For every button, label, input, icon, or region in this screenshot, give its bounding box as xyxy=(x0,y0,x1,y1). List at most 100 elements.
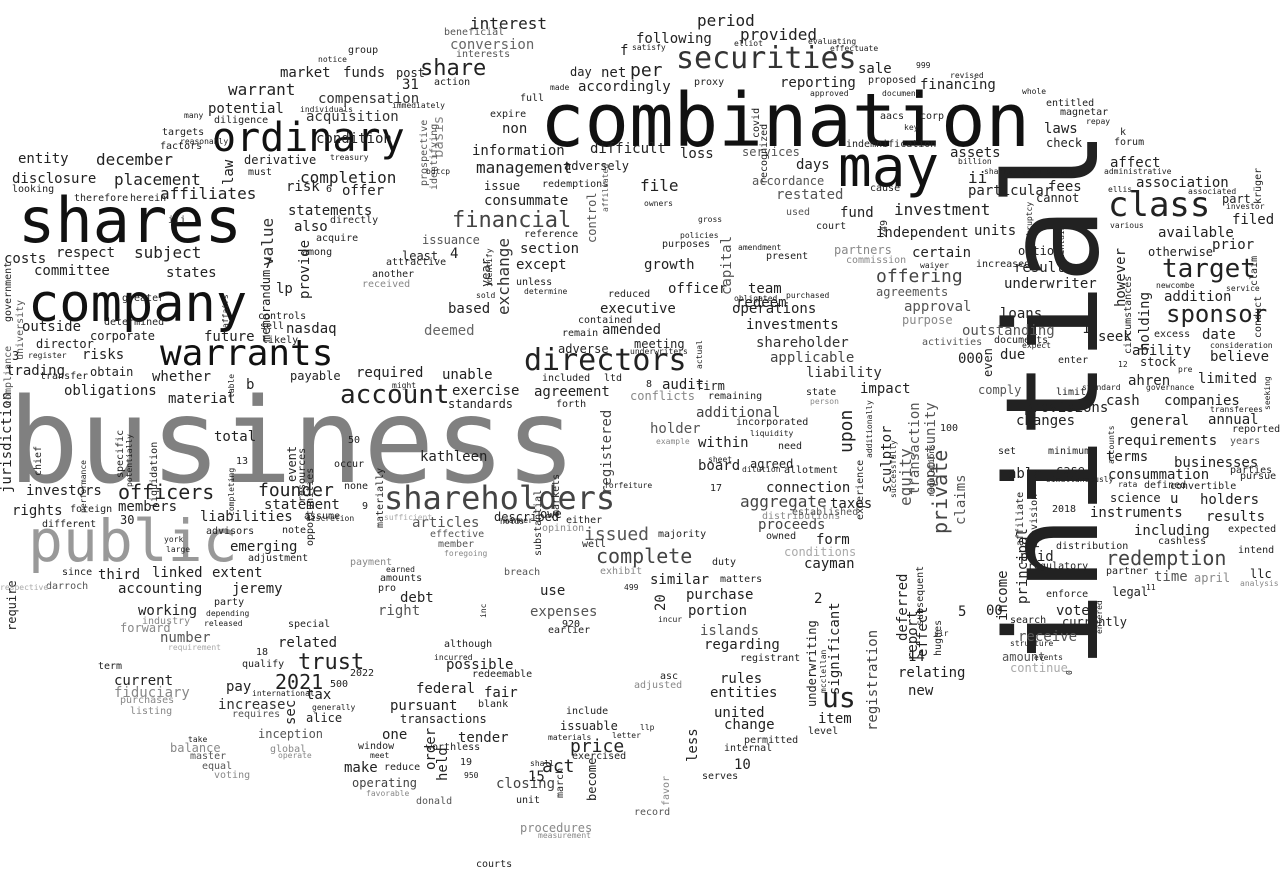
cloud-word: voting xyxy=(214,770,251,781)
cloud-word: 2022 xyxy=(350,668,375,679)
cloud-word: available xyxy=(1158,225,1234,241)
cloud-word: affiliates xyxy=(160,184,257,203)
cloud-word: determine xyxy=(524,287,568,296)
cloud-word: investments xyxy=(746,317,839,333)
cloud-word: complete xyxy=(596,544,693,568)
cloud-word: director xyxy=(36,337,94,351)
cloud-word: sell xyxy=(260,321,285,332)
cloud-word: affect xyxy=(1110,155,1161,171)
cloud-word: 30 xyxy=(120,513,135,527)
cloud-word: 15 xyxy=(528,769,545,785)
cloud-word: reference xyxy=(524,229,579,240)
cloud-word: day xyxy=(570,65,592,79)
cloud-word: reduce xyxy=(384,762,421,773)
cloud-word: purchased xyxy=(786,291,830,300)
cloud-word: affairs xyxy=(221,294,230,328)
cloud-word: 11 xyxy=(1146,583,1156,592)
cloud-word: proxy xyxy=(694,77,725,88)
cloud-word: years xyxy=(1230,436,1261,447)
cloud-word: laws xyxy=(1044,121,1078,137)
cloud-word: respective xyxy=(0,583,49,592)
cloud-word: global xyxy=(270,744,307,755)
cloud-word: satisfy xyxy=(632,43,666,52)
cloud-word: shareholder xyxy=(756,335,849,351)
cloud-word: price xyxy=(570,736,625,757)
cloud-word: reported xyxy=(1232,424,1280,435)
cloud-word: ahren xyxy=(1128,373,1171,389)
cloud-word: warrant xyxy=(228,80,296,99)
cloud-word: sale xyxy=(858,61,892,77)
cloud-word: states xyxy=(166,265,217,281)
cloud-word: receive xyxy=(1018,629,1078,645)
cloud-word: law xyxy=(221,159,237,185)
cloud-word: capital xyxy=(719,235,735,295)
cloud-word: total xyxy=(214,429,257,445)
cloud-word: general xyxy=(1130,413,1190,429)
cloud-word: expire xyxy=(490,109,527,120)
cloud-word: acquire xyxy=(316,233,359,244)
cloud-word: adversely xyxy=(564,159,630,173)
cloud-word: number xyxy=(160,630,211,646)
cloud-word: llc xyxy=(1250,567,1272,581)
cloud-word: assets xyxy=(950,145,1001,161)
cloud-word: except xyxy=(516,257,567,273)
cloud-word: set xyxy=(998,446,1017,457)
cloud-word: inc xyxy=(479,603,488,618)
cloud-word: since xyxy=(62,567,93,578)
cloud-word: present xyxy=(766,251,809,262)
cloud-word: standards xyxy=(448,397,514,411)
cloud-word: sold xyxy=(476,291,496,300)
cloud-word: consummate xyxy=(484,193,569,209)
cloud-word: exhibit xyxy=(600,566,643,577)
cloud-word: cannot xyxy=(1036,191,1080,205)
cloud-word: action xyxy=(434,77,471,88)
cloud-word: chief xyxy=(33,445,44,476)
cloud-word: regulations xyxy=(927,444,936,497)
cloud-word: 3 xyxy=(12,349,20,363)
cloud-word: 000 xyxy=(958,351,984,367)
cloud-word: krüger xyxy=(1253,167,1264,204)
cloud-word: incurred xyxy=(434,653,473,662)
cloud-word: received xyxy=(362,279,411,290)
cloud-word: treasury xyxy=(330,153,369,162)
cloud-word: officer xyxy=(668,281,728,297)
cloud-word: required xyxy=(356,365,424,381)
cloud-word: another xyxy=(372,269,415,280)
cloud-word: founder xyxy=(258,480,334,501)
cloud-word: due xyxy=(1000,347,1026,363)
cloud-word: aggregate xyxy=(740,492,827,511)
cloud-word: including xyxy=(1134,523,1210,539)
cloud-word: bdtcp xyxy=(426,167,451,176)
cloud-word: control xyxy=(585,192,599,243)
cloud-word: transaction xyxy=(907,402,923,495)
cloud-word: science xyxy=(1110,491,1161,505)
cloud-word: consideration xyxy=(1210,341,1273,350)
cloud-word: activities xyxy=(922,337,983,348)
cloud-word: jurisdiction xyxy=(0,391,15,493)
cloud-word: likely xyxy=(262,335,299,346)
cloud-word: provisions xyxy=(1024,400,1109,416)
cloud-word: inception xyxy=(258,727,324,741)
cloud-word: section xyxy=(520,241,580,257)
cloud-word: claim xyxy=(1249,255,1260,286)
cloud-word: remaining xyxy=(708,391,763,402)
cloud-word: extent xyxy=(212,565,263,581)
cloud-word: events xyxy=(1034,653,1063,662)
cloud-word: pursuant xyxy=(390,698,458,714)
cloud-word: forum xyxy=(1114,137,1145,148)
cloud-word: 12 xyxy=(1118,360,1128,369)
cloud-word: although xyxy=(444,639,493,650)
cloud-word: fees xyxy=(1048,179,1082,195)
cloud-word: underwriting xyxy=(805,620,819,707)
cloud-word: associated xyxy=(1188,187,1237,196)
cloud-word: account xyxy=(340,380,450,410)
cloud-word: exercised xyxy=(572,751,627,762)
cloud-word: mcclellan xyxy=(819,649,828,693)
cloud-word: statement xyxy=(264,497,340,513)
cloud-word: applicable xyxy=(770,350,855,366)
cloud-word: experience xyxy=(855,459,866,520)
cloud-word: rights xyxy=(12,503,63,519)
cloud-word: ability xyxy=(1132,343,1192,359)
cloud-word: 17 xyxy=(710,483,723,494)
cloud-word: united xyxy=(714,705,765,721)
